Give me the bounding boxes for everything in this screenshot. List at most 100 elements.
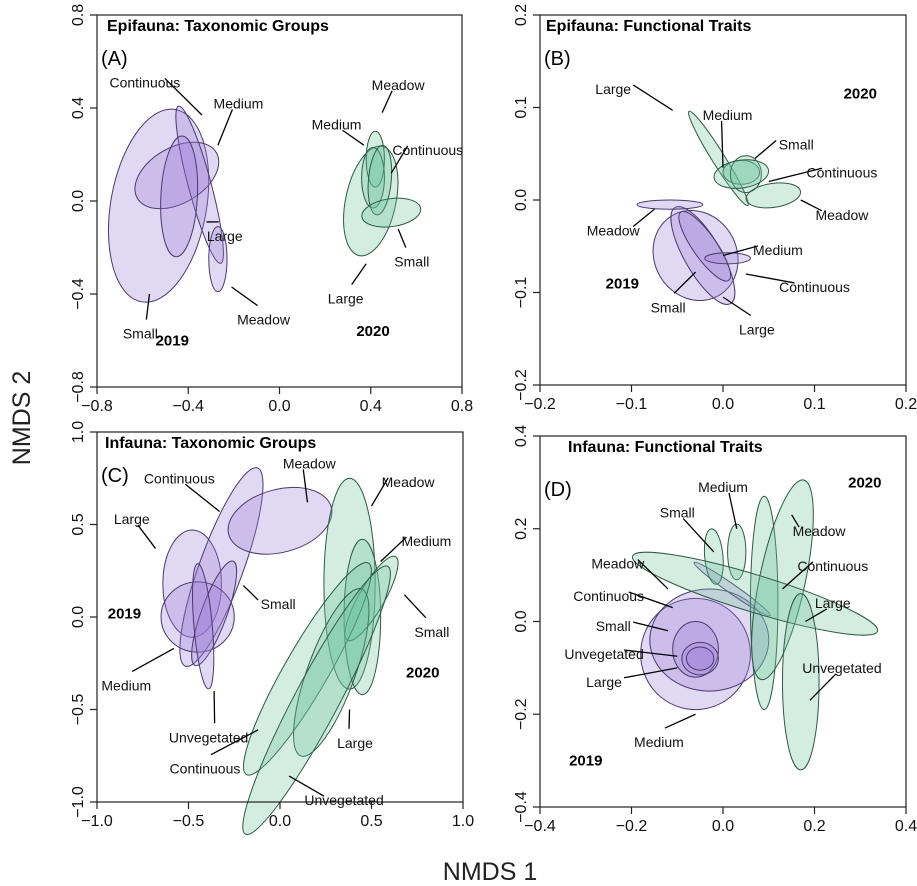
panel-b-y-tick-label: 0.2 bbox=[513, 4, 530, 26]
panel-d-ellipse-2019-medium bbox=[640, 597, 751, 711]
panel-b-label-meadow: Meadow bbox=[815, 207, 869, 223]
panel-b-leader-line bbox=[632, 84, 674, 111]
panel-a-label-large: Large bbox=[207, 228, 243, 244]
panel-a-x-tick-label: 0.8 bbox=[451, 398, 473, 415]
panel-c-label-continuous: Continuous bbox=[144, 470, 215, 486]
panel-c-ellipse-2020-large bbox=[293, 588, 370, 757]
panel-d-y-tick-label: −0.4 bbox=[513, 791, 530, 823]
panel-c-letter: (C) bbox=[101, 465, 129, 487]
panel-a-x-tick-label: 0.4 bbox=[360, 398, 382, 415]
panel-d-label-continuous: Continuous bbox=[797, 558, 868, 574]
panel-b-label-meadow: Meadow bbox=[587, 223, 641, 239]
panel-b-y-tick-label: −0.1 bbox=[513, 277, 530, 309]
panel-c-label-meadow: Meadow bbox=[283, 455, 337, 471]
panel-b-year-label-2020: 2020 bbox=[844, 86, 877, 103]
panel-d-title: Infauna: Functional Traits bbox=[568, 439, 763, 456]
panel-c-y-tick-label: 1.0 bbox=[70, 421, 87, 443]
panel-a-ellipse-2020-small bbox=[361, 197, 422, 228]
panel-a-leader-line bbox=[145, 293, 151, 320]
panel-a-label-medium: Medium bbox=[312, 116, 362, 132]
panel-c-ellipse-2020-unvegetated bbox=[242, 565, 391, 836]
panel-a-y-tick-label: 0.0 bbox=[70, 190, 87, 212]
panel-d-leader-line bbox=[628, 591, 673, 609]
panel-d-label-small: Small bbox=[660, 505, 695, 521]
panel-c-leader-line bbox=[137, 524, 157, 549]
panel-c-leader-line bbox=[380, 536, 407, 562]
panel-d-y-tick-label: 0.0 bbox=[513, 610, 530, 632]
panel-d-label-unvegetated: Unvegetated bbox=[802, 660, 881, 676]
panel-d-x-tick-label: −0.4 bbox=[524, 818, 556, 835]
panel-c-year-label-2019: 2019 bbox=[108, 605, 141, 622]
panel-a-ellipse-2020-continuous bbox=[367, 144, 393, 216]
panel-b-x-tick-label: −0.2 bbox=[524, 396, 556, 413]
panel-d-label-meadow: Meadow bbox=[591, 556, 645, 572]
panel-b-label-small: Small bbox=[651, 299, 686, 315]
panel-d-letter: (D) bbox=[544, 479, 572, 501]
panel-d-label-small: Small bbox=[596, 618, 631, 634]
panel-c-leader-line bbox=[213, 690, 216, 724]
panel-d-leader-line bbox=[623, 649, 678, 657]
panel-c-leader-line bbox=[210, 729, 259, 756]
panel-d-ellipse-2019-unvegetated bbox=[685, 646, 715, 671]
panel-a-x-tick-label: 0.0 bbox=[268, 398, 290, 415]
panel-c: −1.0 −0.5 0.0 0.5 1.0 −1.0 −0.5 0.0 0.5 1.0 Contin… bbox=[70, 421, 474, 836]
panel-d-y-tick-label: 0.2 bbox=[513, 518, 530, 540]
panel-c-leader-line bbox=[403, 594, 427, 619]
panel-a-leader-line bbox=[397, 228, 407, 248]
panel-a-ellipse-2019-large bbox=[160, 135, 199, 258]
panel-c-label-medium: Medium bbox=[101, 677, 151, 693]
panel-a-leader-line bbox=[390, 145, 409, 174]
panel-a-ellipse-2019-small bbox=[107, 108, 210, 303]
panel-c-ellipse-2019-small bbox=[191, 560, 238, 667]
panel-b-leader-line bbox=[754, 140, 777, 159]
panel-d-x-tick-label: 0.4 bbox=[895, 818, 917, 835]
panel-b-ellipse-2020-small bbox=[729, 155, 762, 194]
panel-b-x-tick-label: 0.2 bbox=[895, 396, 917, 413]
panel-c-leader-line bbox=[242, 585, 259, 601]
panel-a-y-tick-label: −0.4 bbox=[70, 278, 87, 310]
panel-d-leader-line bbox=[805, 608, 828, 623]
panel-d-x-tick-label: 0.2 bbox=[803, 818, 825, 835]
panel-a-letter: (A) bbox=[101, 48, 128, 70]
panel-d-ellipse-2020-continuous bbox=[749, 495, 779, 711]
panel-b-label-large: Large bbox=[739, 322, 775, 338]
panel-a-x-tick-label: −0.8 bbox=[81, 398, 113, 415]
panel-c-x-tick-label: −1.0 bbox=[81, 813, 113, 830]
panel-b-title: Epifauna: Functional Traits bbox=[546, 18, 751, 35]
panel-d-leader-line bbox=[682, 518, 715, 553]
panel-a-y-tick-label: 0.4 bbox=[70, 97, 87, 119]
panel-a-leader-line bbox=[231, 286, 258, 307]
panel-d-label-continuous: Continuous bbox=[573, 588, 644, 604]
panel-b-y-tick-label: 0.1 bbox=[513, 96, 530, 118]
panel-d-y-tick-label: −0.2 bbox=[513, 698, 530, 730]
panel-b-label-small: Small bbox=[779, 137, 814, 153]
panel-c-leader-line bbox=[302, 469, 309, 503]
panel-b-label-medium: Medium bbox=[703, 107, 753, 123]
panel-a-year-label-2019: 2019 bbox=[156, 333, 189, 350]
panel-c-x-tick-label: −0.5 bbox=[173, 813, 205, 830]
panel-b-leader-line bbox=[722, 245, 759, 257]
panel-c-label-small: Small bbox=[261, 596, 296, 612]
panel-d-x-tick-label: 0.0 bbox=[712, 818, 734, 835]
panel-d-label-large: Large bbox=[815, 595, 851, 611]
panel-a-label-large: Large bbox=[328, 291, 364, 307]
panel-a-label-meadow: Meadow bbox=[237, 312, 291, 328]
panel-a-leader-line bbox=[217, 109, 234, 146]
x-axis-title: NMDS 1 bbox=[443, 858, 537, 886]
panel-d-leader-line bbox=[809, 673, 837, 701]
panel-a-ellipse-2019-meadow bbox=[208, 226, 228, 293]
panel-b-label-medium: Medium bbox=[753, 242, 803, 258]
panel-d-ellipse-2020-meadow bbox=[751, 479, 814, 681]
panel-c-leader-line bbox=[131, 647, 175, 673]
panel-a-label-continuous: Continuous bbox=[392, 142, 463, 158]
panel-a-year-label-2020: 2020 bbox=[356, 323, 389, 340]
panel-a-ellipse-2019-medium bbox=[175, 105, 224, 264]
panel-c-y-tick-label: −0.5 bbox=[70, 694, 87, 726]
panel-a-leader-line bbox=[342, 129, 365, 146]
panel-b-x-tick-label: −0.1 bbox=[616, 396, 648, 413]
panel-c-label-medium: Medium bbox=[402, 533, 452, 549]
panel-c-leader-line bbox=[370, 477, 389, 507]
panel-c-label-large: Large bbox=[114, 511, 150, 527]
panel-b-x-tick-label: 0.0 bbox=[712, 396, 734, 413]
